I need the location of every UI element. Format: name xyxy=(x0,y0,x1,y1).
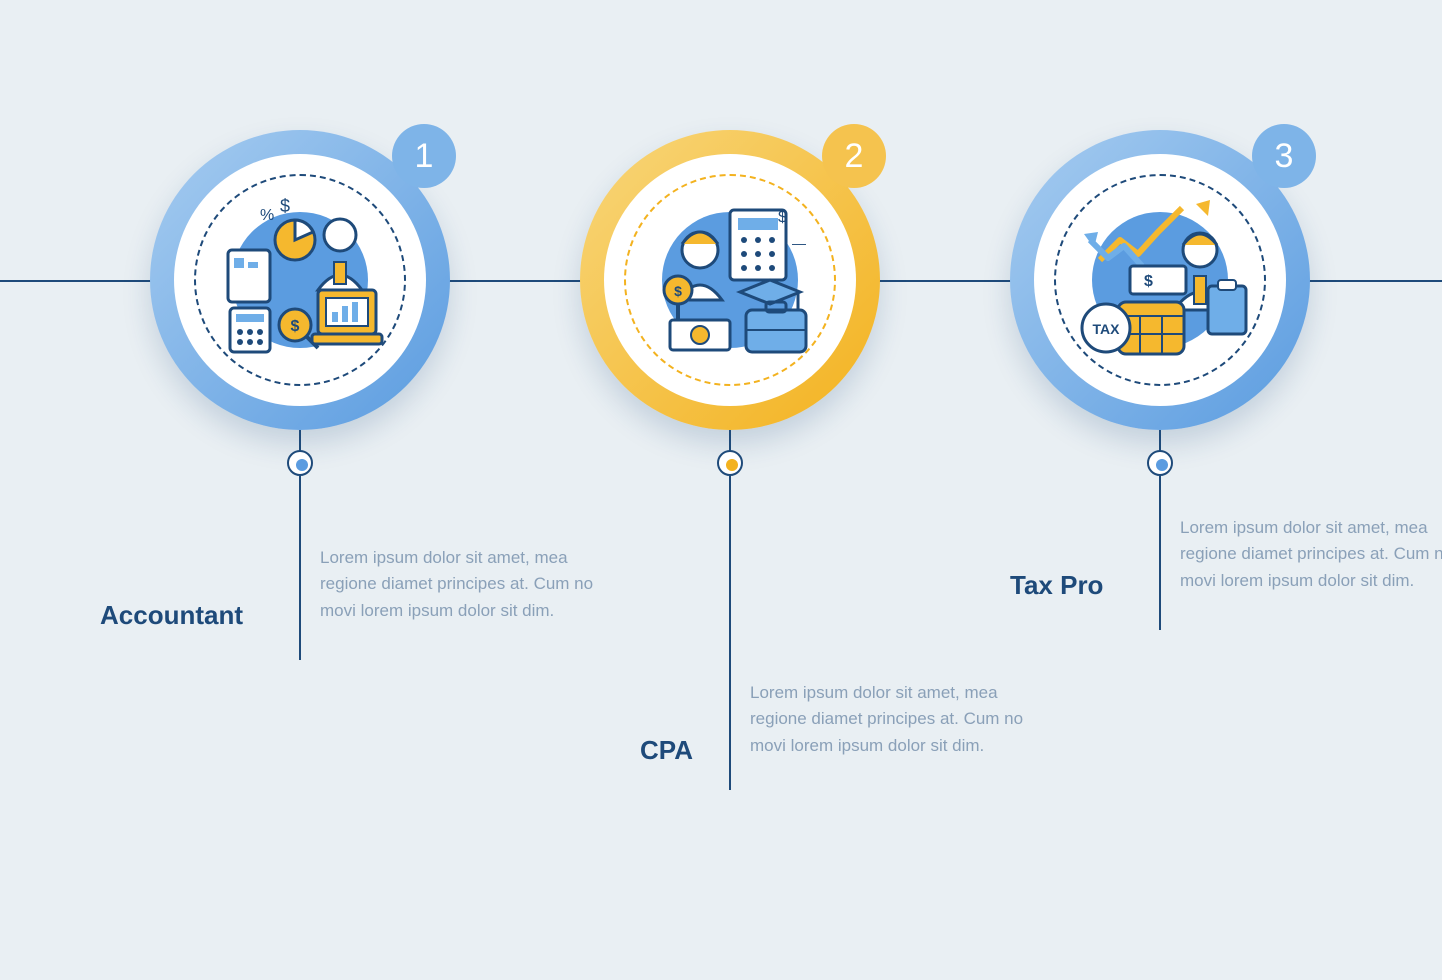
svg-text:%: % xyxy=(260,207,274,224)
cpa-icon: $ — $ xyxy=(630,180,830,380)
svg-text:—: — xyxy=(792,235,806,251)
infographic-canvas: 1 $ xyxy=(0,0,1442,980)
connector-dot-1 xyxy=(287,450,313,476)
number-badge-2: 2 xyxy=(822,124,886,188)
svg-text:$: $ xyxy=(674,283,682,299)
body-1: Lorem ipsum dolor sit amet, mea regione … xyxy=(320,545,610,624)
title-1: Accountant xyxy=(100,600,243,631)
number-badge-1: 1 xyxy=(392,124,456,188)
svg-text:TAX: TAX xyxy=(1093,321,1121,337)
step-circle-2: 2 $ — $ xyxy=(580,130,880,430)
number-2: 2 xyxy=(845,137,864,176)
svg-text:$: $ xyxy=(1144,273,1153,290)
connector-dot-2 xyxy=(717,450,743,476)
title-2: CPA xyxy=(640,735,693,766)
tax-pro-icon: $ TAX xyxy=(1060,180,1260,380)
step-circle-1: 1 $ xyxy=(150,130,450,430)
step-circle-3: 3 $ TAX xyxy=(1010,130,1310,430)
number-3: 3 xyxy=(1275,137,1294,176)
svg-text:$: $ xyxy=(291,318,300,335)
svg-text:$: $ xyxy=(280,196,290,216)
svg-text:$: $ xyxy=(778,209,787,226)
accountant-icon: $ % $ xyxy=(200,180,400,380)
body-2: Lorem ipsum dolor sit amet, mea regione … xyxy=(750,680,1040,759)
number-1: 1 xyxy=(415,137,434,176)
connector-dot-3 xyxy=(1147,450,1173,476)
body-3: Lorem ipsum dolor sit amet, mea regione … xyxy=(1180,515,1442,594)
number-badge-3: 3 xyxy=(1252,124,1316,188)
stem-2 xyxy=(729,430,731,790)
title-3: Tax Pro xyxy=(1010,570,1103,601)
